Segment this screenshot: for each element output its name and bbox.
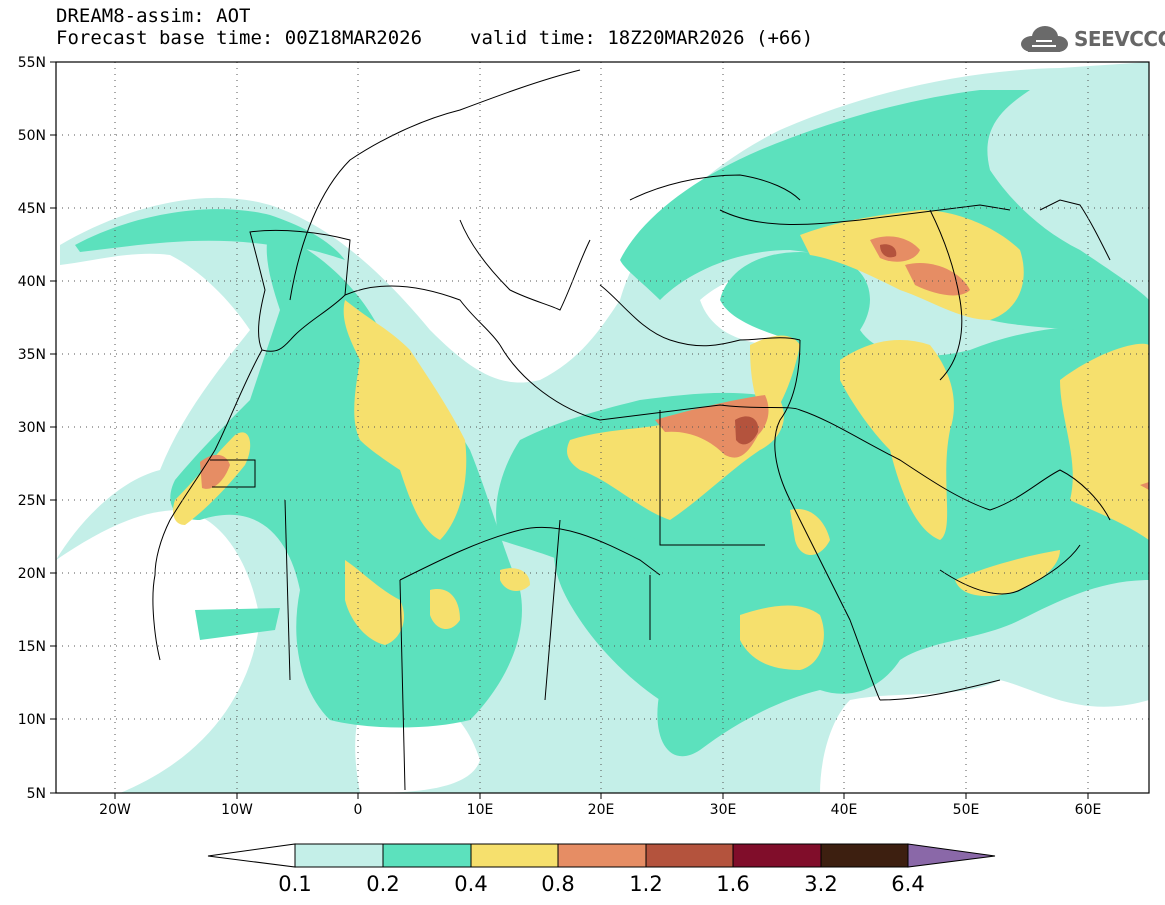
lat-label: 20N: [18, 566, 46, 582]
colorbar-label: 1.6: [716, 872, 749, 896]
colorbar-segment: [820, 843, 909, 868]
lon-label: 60E: [1075, 802, 1102, 818]
colorbar-segment: [557, 843, 647, 868]
colorbar-label: 6.4: [891, 872, 924, 896]
colorbar-label: 0.1: [278, 872, 311, 896]
colorbar-label: 0.8: [541, 872, 574, 896]
lat-label: 45N: [18, 201, 46, 217]
time-info: Forecast base time: 00Z18MAR2026 valid ti…: [56, 28, 813, 48]
lon-label: 50E: [953, 802, 980, 818]
forecast-base-time: Forecast base time: 00Z18MAR2026: [56, 27, 423, 49]
longitude-labels: 20W 10W 0 10E 20E 30E 40E 50E 60E: [99, 802, 1101, 818]
aot-band-1.2: [735, 244, 897, 445]
colorbar-segment: [645, 843, 734, 868]
colorbar-segment: [470, 843, 559, 868]
lon-label: 40E: [831, 802, 858, 818]
colorbar-labels: 0.1 0.2 0.4 0.8 1.2 1.6 3.2 6.4: [278, 872, 924, 896]
lon-label: 0: [354, 802, 363, 818]
seevccc-logo: SEEVCCC: [1018, 24, 1165, 54]
lat-label: 25N: [18, 493, 46, 509]
colorbar-label: 3.2: [804, 872, 837, 896]
lat-label: 40N: [18, 274, 46, 290]
lat-label: 55N: [18, 55, 46, 71]
lat-label: 10N: [18, 712, 46, 728]
lat-label: 5N: [27, 786, 46, 802]
lat-label: 15N: [18, 639, 46, 655]
colorbar-label: 1.2: [629, 872, 662, 896]
colorbar-label: 0.2: [366, 872, 399, 896]
lat-label: 50N: [18, 128, 46, 144]
grid-lines: [56, 62, 1149, 793]
lat-label: 35N: [18, 347, 46, 363]
latitude-labels: 55N 50N 45N 40N 35N 30N 25N 20N 15N 10N …: [18, 55, 46, 802]
lon-label: 10E: [467, 802, 494, 818]
colorbar-label: 0.4: [454, 872, 487, 896]
logo-text: SEEVCCC: [1074, 27, 1165, 51]
lon-label: 10W: [221, 802, 253, 818]
colorbar-upper-arrow: [907, 843, 996, 868]
axis-ticks: [50, 61, 1089, 799]
colorbar-segment: [294, 843, 384, 868]
coastlines-borders: [152, 69, 1111, 791]
lon-label: 20E: [588, 802, 615, 818]
lat-label: 30N: [18, 420, 46, 436]
map-title: DREAM8-assim: AOT: [56, 5, 251, 27]
colorbar-segment: [382, 843, 472, 868]
colorbar-lower-arrow: [207, 843, 296, 868]
lon-label: 30E: [710, 802, 737, 818]
colorbar-segment: [732, 843, 822, 868]
valid-time: valid time: 18Z20MAR2026 (+66): [470, 27, 814, 49]
colorbar: [207, 843, 996, 868]
cloud-icon: [1021, 26, 1068, 52]
aot-field: [56, 62, 1149, 793]
lon-label: 20W: [99, 802, 131, 818]
